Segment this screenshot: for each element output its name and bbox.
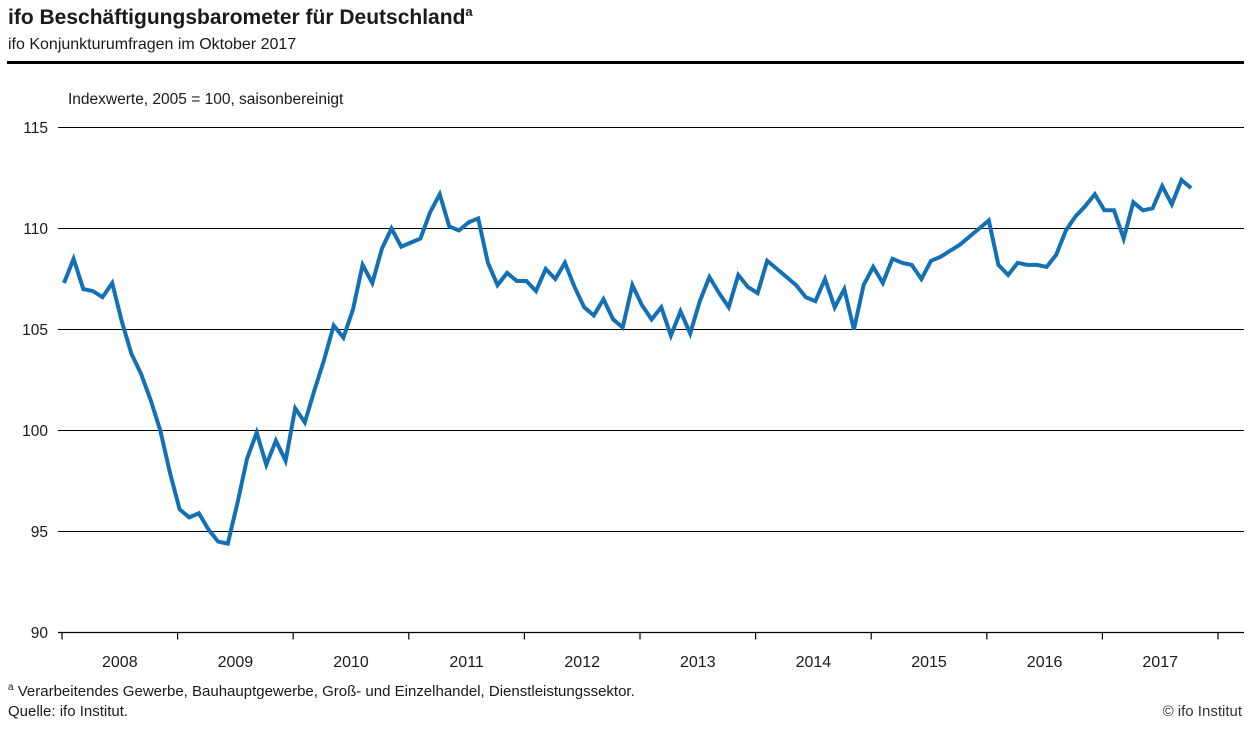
x-tick-label-2008: 2008 xyxy=(102,654,138,671)
x-tick-label-2012: 2012 xyxy=(564,654,600,671)
y-tick-label-95: 95 xyxy=(31,524,48,541)
y-tick-label-115: 115 xyxy=(23,120,48,137)
x-tick-label-2016: 2016 xyxy=(1027,654,1063,671)
footnote-text: Verarbeitendes Gewerbe, Bauhauptgewerbe,… xyxy=(17,683,635,700)
source-label: Quelle: ifo Institut. xyxy=(8,703,129,720)
x-tick-label-2014: 2014 xyxy=(796,654,832,671)
page-subtitle: ifo Konjunkturumfragen im Oktober 2017 xyxy=(8,36,297,53)
chart-footnote: a Verarbeitendes Gewerbe, Bauhauptgewerb… xyxy=(8,682,635,700)
x-tick-label-2010: 2010 xyxy=(333,654,369,671)
y-tick-label-105: 105 xyxy=(22,322,48,339)
page-title-text: ifo Beschäftigungsbarometer für Deutschl… xyxy=(8,6,466,29)
x-tick-label-2009: 2009 xyxy=(218,654,254,671)
y-tick-label-100: 100 xyxy=(22,423,48,440)
page-title-footnote-marker: a xyxy=(465,4,473,19)
x-tick-label-2011: 2011 xyxy=(449,654,484,671)
header-divider xyxy=(7,61,1244,64)
x-tick-label-2013: 2013 xyxy=(680,654,716,671)
y-tick-label-90: 90 xyxy=(31,625,49,642)
x-tick-label-2015: 2015 xyxy=(911,654,947,671)
data-line-employment-barometer xyxy=(62,176,1193,546)
y-tick-label-110: 110 xyxy=(23,221,48,238)
page-title: ifo Beschäftigungsbarometer für Deutschl… xyxy=(8,4,473,30)
copyright-label: © ifo Institut xyxy=(1162,703,1242,720)
footnote-marker: a xyxy=(8,682,14,693)
x-tick-label-2017: 2017 xyxy=(1142,654,1178,671)
chart-annotation: Indexwerte, 2005 = 100, saisonbereinigt xyxy=(68,91,344,108)
